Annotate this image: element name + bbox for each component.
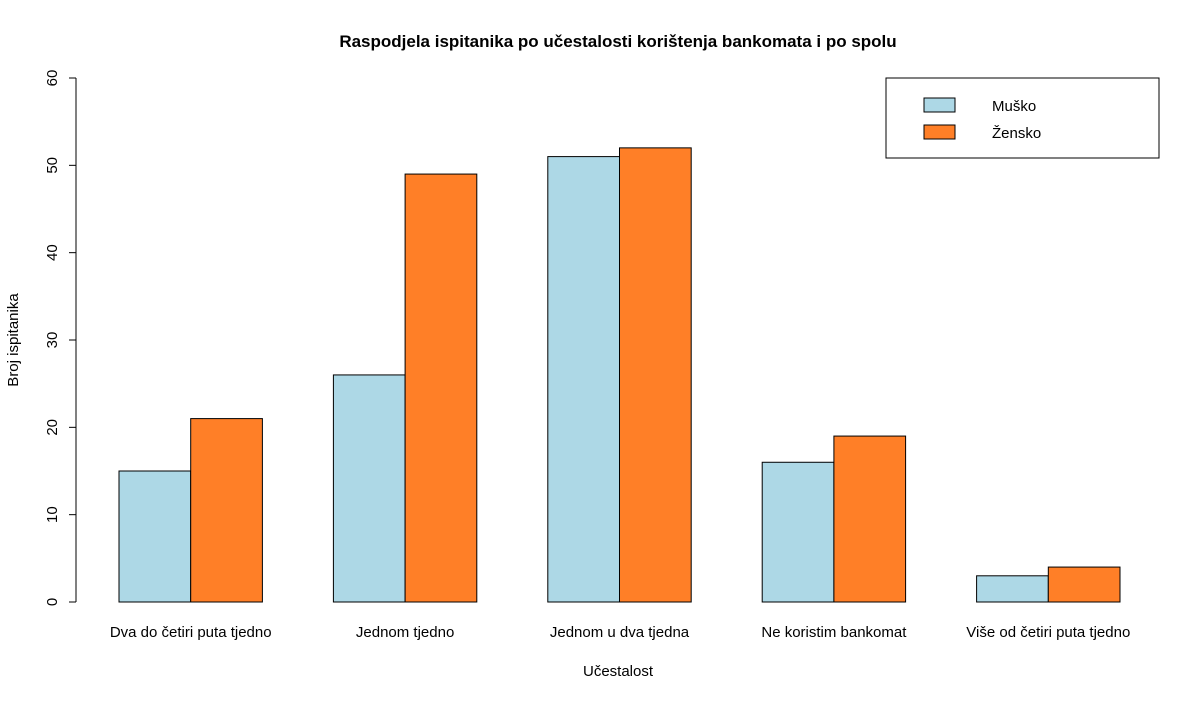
legend-label: Žensko bbox=[992, 125, 1041, 142]
bar-zensko bbox=[190, 418, 263, 603]
x-tick-label: Dva do četiri puta tjedno bbox=[110, 624, 272, 641]
y-tick-label: 30 bbox=[44, 332, 61, 349]
x-tick-label: Jednom tjedno bbox=[356, 624, 454, 641]
y-tick-label: 20 bbox=[44, 419, 61, 436]
x-axis-label: Učestalost bbox=[583, 663, 654, 680]
x-tick-label: Jednom u dva tjedna bbox=[550, 624, 690, 641]
legend-box bbox=[885, 77, 1160, 159]
bars-group bbox=[118, 147, 1121, 603]
y-tick-label: 0 bbox=[44, 598, 61, 606]
bar-musko bbox=[547, 156, 620, 603]
y-axis: 0 10 20 30 40 50 60 bbox=[44, 70, 77, 606]
x-axis-tick-labels: Dva do četiri puta tjedno Jednom tjedno Je… bbox=[110, 624, 1130, 641]
y-tick-label: 10 bbox=[44, 506, 61, 523]
y-axis-label: Broj ispitanika bbox=[5, 293, 22, 387]
x-tick-label: Ne koristim bankomat bbox=[761, 624, 907, 641]
bar-musko bbox=[332, 374, 406, 603]
bar-zensko bbox=[833, 435, 907, 603]
legend-label: Muško bbox=[992, 98, 1036, 115]
y-tick-label: 50 bbox=[44, 157, 61, 174]
bar-zensko bbox=[1047, 566, 1121, 603]
bar-musko bbox=[976, 575, 1049, 603]
legend: Muško Žensko bbox=[885, 77, 1160, 159]
chart-title: Raspodjela ispitanika po učestalosti kor… bbox=[339, 32, 896, 51]
legend-swatch bbox=[923, 124, 956, 140]
legend-swatch bbox=[923, 97, 956, 113]
x-tick-label: Više od četiri puta tjedno bbox=[966, 624, 1130, 641]
bar-zensko bbox=[619, 147, 692, 603]
y-tick-label: 60 bbox=[44, 70, 61, 87]
bar-zensko bbox=[404, 173, 478, 603]
bar-musko bbox=[118, 470, 192, 603]
bar-musko bbox=[761, 461, 835, 603]
y-tick-label: 40 bbox=[44, 244, 61, 261]
